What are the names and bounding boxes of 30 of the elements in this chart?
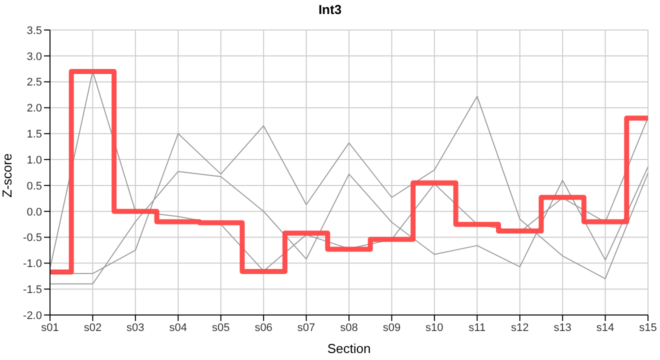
x-tick-label: s14 — [596, 322, 614, 334]
x-tick-label: s13 — [554, 322, 572, 334]
chart-title: Int3 — [317, 2, 343, 19]
x-tick-label: s15 — [639, 322, 657, 334]
y-axis-title: Z-score — [0, 153, 15, 198]
x-tick-label: s05 — [212, 322, 230, 334]
y-tick-label: 1.5 — [26, 128, 42, 141]
y-tick-label: -1.5 — [23, 284, 42, 296]
x-tick-label: s09 — [382, 322, 401, 334]
y-tick-label: 3.5 — [26, 24, 42, 37]
y-tick-label: -1.0 — [23, 258, 42, 270]
y-tick-label: -0.5 — [23, 232, 42, 244]
x-axis-title: Section — [327, 341, 371, 356]
y-tick-label: 1.0 — [26, 154, 42, 166]
y-tick-label: 0.5 — [26, 180, 42, 192]
x-tick-label: s12 — [510, 322, 529, 334]
x-tick-label: s02 — [84, 322, 102, 334]
y-tick-label: 2.5 — [26, 76, 42, 89]
y-tick-label: 3.0 — [26, 50, 42, 63]
x-tick-label: s07 — [297, 322, 316, 334]
x-tick-label: s08 — [340, 322, 358, 334]
y-tick-label: -2.0 — [23, 310, 42, 322]
x-tick-label: s04 — [169, 322, 188, 334]
x-tick-label: s01 — [41, 322, 59, 334]
x-tick-label: s10 — [426, 322, 444, 334]
y-tick-label: 2.0 — [26, 102, 42, 115]
y-tick-label: 0.0 — [26, 206, 42, 218]
x-tick-label: s03 — [126, 322, 144, 334]
x-tick-label: s11 — [468, 322, 486, 334]
x-tick-label: s06 — [254, 322, 272, 334]
